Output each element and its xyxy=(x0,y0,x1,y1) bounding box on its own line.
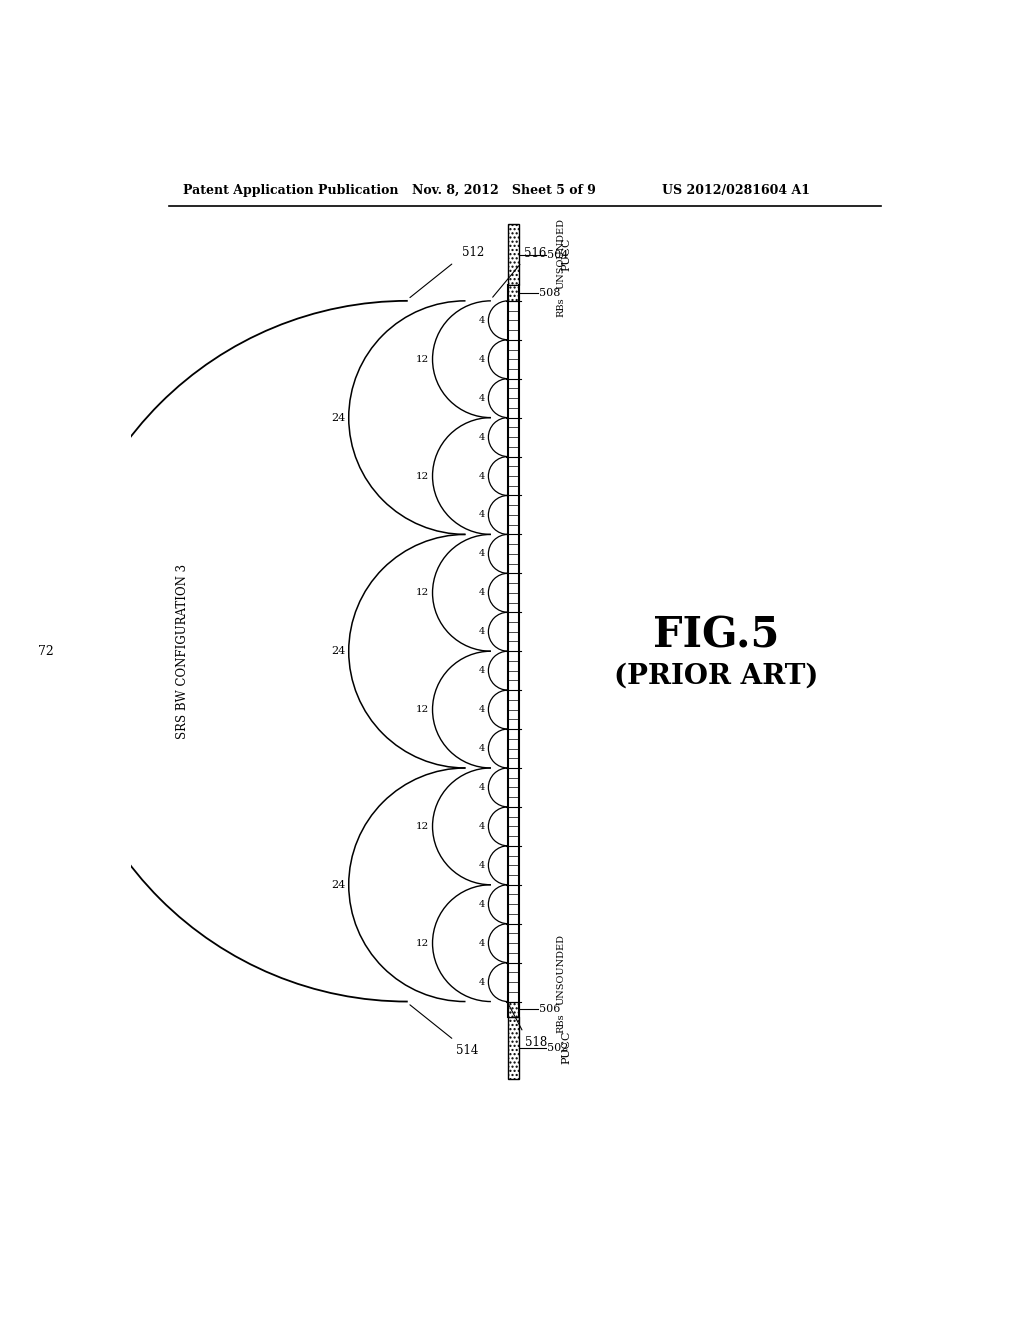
Text: 12: 12 xyxy=(416,939,429,948)
Text: RBs: RBs xyxy=(556,297,565,317)
Text: Patent Application Publication: Patent Application Publication xyxy=(183,185,398,197)
Text: 12: 12 xyxy=(416,471,429,480)
Text: 4: 4 xyxy=(479,511,485,520)
Text: 4: 4 xyxy=(479,471,485,480)
Text: 4: 4 xyxy=(479,433,485,442)
Text: 508: 508 xyxy=(540,288,561,298)
Text: UNSOUNDED: UNSOUNDED xyxy=(556,935,565,1006)
Text: PUCC: PUCC xyxy=(561,238,571,272)
Bar xyxy=(508,224,518,285)
Text: 12: 12 xyxy=(416,355,429,364)
Text: 4: 4 xyxy=(479,744,485,752)
Text: 4: 4 xyxy=(479,939,485,948)
Text: 12: 12 xyxy=(416,822,429,830)
Text: PUCC: PUCC xyxy=(561,1031,571,1064)
Text: 516: 516 xyxy=(524,247,547,260)
Text: 504: 504 xyxy=(547,249,568,260)
Text: 4: 4 xyxy=(479,783,485,792)
Text: UNSOUNDED: UNSOUNDED xyxy=(556,218,565,289)
Text: 518: 518 xyxy=(524,1036,547,1049)
Text: 24: 24 xyxy=(332,413,346,422)
Text: 502: 502 xyxy=(547,1043,568,1053)
Bar xyxy=(508,1016,518,1078)
Text: SRS BW CONFIGURATION 3: SRS BW CONFIGURATION 3 xyxy=(176,564,189,739)
Text: 4: 4 xyxy=(479,355,485,364)
Text: 4: 4 xyxy=(479,627,485,636)
Text: 4: 4 xyxy=(479,900,485,908)
Text: 4: 4 xyxy=(479,861,485,870)
Text: FIG.5: FIG.5 xyxy=(652,615,779,657)
Text: 24: 24 xyxy=(332,647,346,656)
Text: 12: 12 xyxy=(416,589,429,598)
Text: 4: 4 xyxy=(479,589,485,598)
Text: 512: 512 xyxy=(462,246,484,259)
Text: Nov. 8, 2012   Sheet 5 of 9: Nov. 8, 2012 Sheet 5 of 9 xyxy=(412,185,596,197)
Bar xyxy=(508,1002,518,1016)
Text: 514: 514 xyxy=(457,1044,478,1057)
Text: 4: 4 xyxy=(479,393,485,403)
Text: 4: 4 xyxy=(479,549,485,558)
Text: 4: 4 xyxy=(479,667,485,675)
Text: US 2012/0281604 A1: US 2012/0281604 A1 xyxy=(662,185,810,197)
Text: 24: 24 xyxy=(332,879,346,890)
Text: 4: 4 xyxy=(479,315,485,325)
Text: (PRIOR ART): (PRIOR ART) xyxy=(613,663,818,689)
Text: RBs: RBs xyxy=(556,1014,565,1032)
Text: 506: 506 xyxy=(540,1005,561,1014)
Text: 4: 4 xyxy=(479,705,485,714)
Text: 4: 4 xyxy=(479,978,485,986)
Text: 4: 4 xyxy=(479,822,485,830)
Bar xyxy=(508,285,518,301)
Text: 12: 12 xyxy=(416,705,429,714)
Text: 72: 72 xyxy=(38,644,53,657)
